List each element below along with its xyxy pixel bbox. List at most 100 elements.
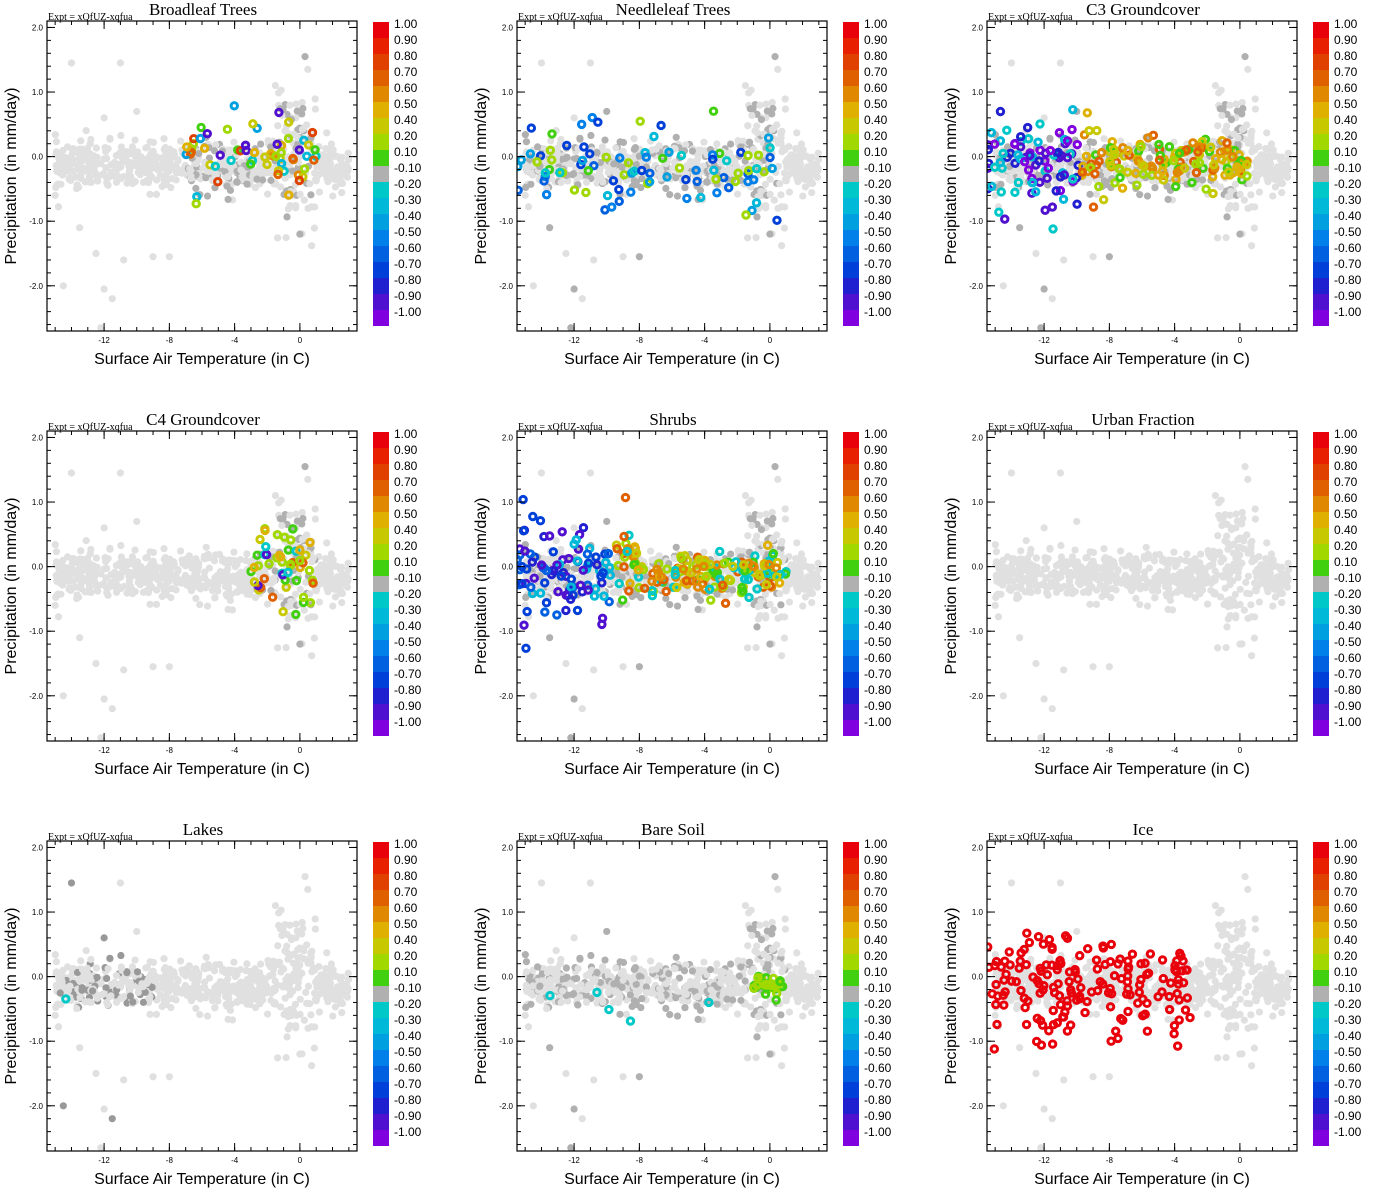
- scatter-point: [1077, 167, 1088, 177]
- scatter-point: [623, 158, 634, 168]
- scatter-point-bg: [547, 137, 555, 145]
- scatter-point-bg: [562, 249, 570, 258]
- scatter-point: [540, 607, 550, 617]
- scatter-point: [578, 523, 589, 533]
- scatter-point: [657, 153, 668, 164]
- scatter-point: [635, 116, 645, 126]
- scatter-point: [614, 196, 624, 207]
- colorbar-swatch: [373, 166, 389, 182]
- x-tick-label: -8: [636, 336, 644, 345]
- scatter-point: [274, 107, 284, 118]
- scatter-point-bg: [65, 585, 73, 593]
- colorbar-label: -0.40: [394, 209, 422, 223]
- scatter-point: [579, 142, 589, 152]
- scatter-point: [1055, 185, 1066, 196]
- scatter-point-bg: [82, 156, 90, 165]
- x-tick-label: -8: [1106, 336, 1114, 345]
- scatter-point-bg: [100, 114, 108, 122]
- scatter-point: [304, 565, 315, 576]
- scatter-point: [249, 147, 260, 158]
- scatter-point-bg: [669, 164, 677, 172]
- scatter-point-bg: [1247, 129, 1255, 137]
- scatter-point: [649, 131, 659, 142]
- scatter-point: [1042, 173, 1052, 184]
- scatter-point-bg: [196, 601, 204, 609]
- colorbar-label: -0.50: [864, 225, 892, 239]
- scatter-point-bg: [613, 569, 621, 577]
- scatter-point-bg: [756, 101, 764, 109]
- scatter-point: [1019, 156, 1030, 167]
- scatter-point-bg: [142, 554, 150, 562]
- scatter-point-bg: [139, 178, 148, 186]
- scatter-point-bg: [727, 140, 735, 148]
- scatter-point-bg: [129, 588, 137, 596]
- scatter-point: [652, 564, 662, 574]
- scatter-point: [1088, 202, 1099, 212]
- scatter-point: [1031, 187, 1041, 197]
- scatter-point: [276, 147, 286, 158]
- scatter-point: [1114, 163, 1124, 174]
- scatter-point: [717, 580, 728, 590]
- scatter-point-bg: [226, 596, 235, 604]
- scatter-point-bg: [176, 547, 185, 555]
- scatter-point-bg: [745, 499, 753, 507]
- scatter-point-bg: [1227, 116, 1236, 124]
- scatter-point: [1072, 139, 1082, 150]
- scatter-point: [552, 610, 562, 620]
- scatter-point: [996, 187, 1007, 197]
- scatter-point: [692, 564, 702, 574]
- scatter-point-bg: [1255, 188, 1264, 196]
- scatter-point: [1110, 178, 1120, 188]
- scatter-point: [1040, 205, 1050, 215]
- scatter-point: [581, 187, 591, 198]
- scatter-point-bg: [160, 135, 168, 143]
- scatter-point-bg: [1056, 160, 1064, 169]
- scatter-point-bg: [315, 188, 324, 196]
- scatter-point-bg: [121, 157, 129, 165]
- y-tick-label: 2.0: [32, 433, 44, 442]
- scatter-point-bg: [77, 137, 85, 145]
- scatter-point-bg: [307, 191, 315, 199]
- scatter-point-bg: [527, 180, 535, 188]
- colorbar-label: 0.10: [1334, 145, 1358, 159]
- scatter-point: [294, 175, 305, 186]
- colorbar-label: 0.80: [1334, 49, 1358, 63]
- scatter-point-bg: [1250, 224, 1258, 232]
- scatter-point-bg: [212, 580, 220, 589]
- scatter-point-bg: [257, 140, 265, 148]
- scatter-point: [1143, 133, 1153, 143]
- scatter-point-bg: [168, 174, 176, 183]
- scatter-point-bg: [230, 138, 238, 146]
- scatter-point: [557, 527, 567, 537]
- scatter-point-bg: [672, 543, 680, 551]
- scatter-point-bg: [220, 160, 229, 169]
- scatter-point: [526, 582, 536, 592]
- colorbar-swatch: [373, 102, 389, 118]
- scatter-point-bg: [283, 623, 291, 631]
- scatter-point-bg: [815, 156, 823, 164]
- scatter-point-bg: [727, 550, 735, 558]
- colorbar-swatch: [1313, 118, 1329, 134]
- scatter-point: [302, 151, 312, 161]
- scatter-point-bg: [713, 590, 721, 598]
- scatter-point-bg: [638, 174, 646, 183]
- scatter-point-bg: [336, 156, 345, 164]
- scatter-point-bg: [1151, 183, 1159, 192]
- colorbar-swatch: [373, 70, 389, 86]
- scatter-point-bg: [162, 166, 171, 174]
- colorbar-label: 1.00: [864, 17, 888, 31]
- scatter-point: [607, 202, 617, 212]
- scatter-point-bg: [56, 579, 64, 587]
- scatter-point-bg: [546, 224, 554, 232]
- scatter-point-bg: [779, 144, 787, 152]
- scatter-point-bg: [329, 146, 337, 154]
- colorbar-label: 0.10: [394, 555, 418, 569]
- scatter-point-bg: [51, 601, 59, 609]
- scatter-point: [182, 142, 192, 152]
- colorbar-swatch: [373, 640, 389, 656]
- scatter-point-bg: [104, 181, 112, 189]
- scatter-point-bg: [1267, 168, 1275, 176]
- scatter-point-bg: [225, 559, 233, 567]
- scatter-point: [517, 185, 523, 195]
- scatter-point-bg: [1240, 196, 1248, 204]
